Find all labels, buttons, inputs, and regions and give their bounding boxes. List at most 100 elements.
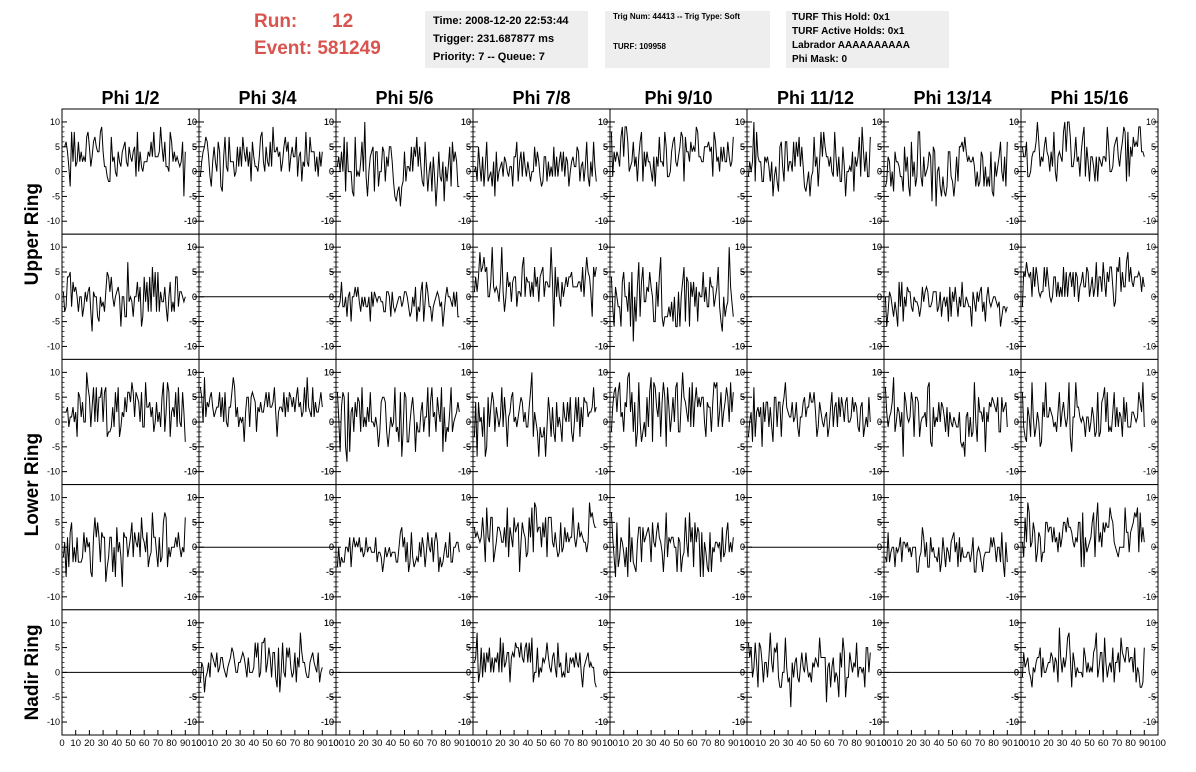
y-tick-label: -5 <box>463 191 471 201</box>
y-tick-label: -5 <box>737 567 745 577</box>
y-tick-label: 10 <box>735 493 745 503</box>
y-tick-label: -5 <box>189 317 197 327</box>
y-tick-label: 10 <box>598 493 608 503</box>
turf-info-pane: TURF This Hold: 0x1 TURF Active Holds: 0… <box>786 11 949 68</box>
y-tick-label: -10 <box>184 467 197 477</box>
y-tick-label: -10 <box>1006 717 1019 727</box>
x-tick-label: 60 <box>276 738 287 749</box>
y-tick-label: 5 <box>1151 643 1156 653</box>
waveform-trace <box>199 377 323 442</box>
y-tick-label: -5 <box>1148 317 1156 327</box>
y-tick-label: 10 <box>872 493 882 503</box>
y-tick-label: 5 <box>877 142 882 152</box>
y-tick-label: -5 <box>737 567 745 577</box>
y-tick-label: 5 <box>603 517 608 527</box>
y-tick-label: 5 <box>192 517 197 527</box>
y-tick-label: -5 <box>326 191 334 201</box>
y-tick-label: 5 <box>329 392 334 402</box>
y-tick-label: 5 <box>55 142 60 152</box>
x-tick-label: 0 <box>881 738 886 749</box>
y-tick-label: 0 <box>1151 417 1156 427</box>
x-tick-label: 40 <box>797 738 808 749</box>
y-tick-label: 10 <box>50 117 60 127</box>
y-tick-label: 0 <box>466 542 471 552</box>
y-tick-label: 0 <box>329 167 334 177</box>
y-tick-label: -10 <box>732 717 745 727</box>
y-tick-label: 5 <box>1014 643 1019 653</box>
y-tick-label: 0 <box>329 667 334 677</box>
y-tick-label: 0 <box>740 167 745 177</box>
y-tick-label: -5 <box>189 692 197 702</box>
column-header: Phi 1/2 <box>101 88 159 108</box>
waveform-panel: -10 -10 -5 -5 0 0 5 5 10 10 <box>1006 233 1159 360</box>
y-tick-label: 0 <box>1014 542 1019 552</box>
y-tick-label: -5 <box>874 317 882 327</box>
y-tick-label: 0 <box>329 667 334 677</box>
y-tick-label: 5 <box>740 517 745 527</box>
y-tick-label: 10 <box>872 117 882 127</box>
x-tick-label: 70 <box>290 738 301 749</box>
waveform-trace <box>473 502 597 573</box>
waveform-panel: -10 -10 -5 -5 0 0 5 5 10 10 <box>47 484 200 611</box>
y-tick-label: 10 <box>872 493 882 503</box>
waveform-panel: -10 -10 -5 -5 0 0 5 5 10 10 <box>595 358 748 486</box>
y-tick-label: 10 <box>1009 117 1019 127</box>
ring-label: Lower Ring <box>22 433 43 536</box>
x-tick-label: 40 <box>934 738 945 749</box>
y-tick-label: 10 <box>1009 618 1019 628</box>
waveform-panel: -10 -10 -5 -5 0 0 5 5 10 10 <box>869 358 1022 486</box>
y-tick-label: -10 <box>732 341 745 351</box>
y-tick-label: 5 <box>192 142 197 152</box>
y-tick-label: 5 <box>466 142 471 152</box>
y-tick-label: -10 <box>184 341 197 351</box>
y-tick-label: 0 <box>603 167 608 177</box>
y-tick-label: 10 <box>598 117 608 127</box>
x-tick-label: 40 <box>112 738 123 749</box>
x-tick-label: 40 <box>249 738 260 749</box>
x-tick-label: 50 <box>125 738 136 749</box>
y-tick-label: 0 <box>877 417 882 427</box>
x-tick-label: 80 <box>166 738 177 749</box>
waveform-panel: -10 -10 -5 -5 0 0 5 5 10 10 <box>458 484 611 611</box>
y-tick-label: 10 <box>1009 493 1019 503</box>
y-tick-label: 0 <box>329 417 334 427</box>
y-tick-label: -10 <box>869 341 882 351</box>
y-tick-label: -5 <box>737 692 745 702</box>
y-tick-label: 0 <box>55 542 60 552</box>
y-tick-label: 10 <box>872 367 882 377</box>
x-tick-label: 10 <box>344 738 355 749</box>
x-tick-label: 20 <box>769 738 780 749</box>
x-tick-label: 90 <box>454 738 465 749</box>
x-tick-label: 70 <box>975 738 986 749</box>
y-tick-label: 10 <box>735 117 745 127</box>
y-tick-label: 0 <box>466 167 471 177</box>
waveform-panel: -10 -10 -5 -5 0 0 5 5 10 10 <box>869 609 1022 736</box>
y-tick-label: -5 <box>326 317 334 327</box>
y-tick-label: -10 <box>458 717 471 727</box>
y-tick-label: 5 <box>603 517 608 527</box>
y-tick-label: 0 <box>740 542 745 552</box>
waveform-panel: -10 -10 -5 -5 0 0 5 5 10 10 <box>869 108 1022 235</box>
x-tick-label: 50 <box>810 738 821 749</box>
y-tick-label: 0 <box>740 417 745 427</box>
y-tick-label: -10 <box>595 592 608 602</box>
y-tick-label: -10 <box>321 717 334 727</box>
y-tick-label: -5 <box>874 442 882 452</box>
y-tick-label: 5 <box>877 392 882 402</box>
waveform-panel: -10 -10 -5 -5 0 0 5 5 10 10 <box>869 484 1022 611</box>
y-tick-label: -5 <box>52 191 60 201</box>
y-tick-label: -10 <box>595 216 608 226</box>
y-tick-label: 10 <box>50 242 60 252</box>
y-tick-label: 0 <box>603 542 608 552</box>
y-tick-label: -5 <box>874 692 882 702</box>
y-tick-label: 10 <box>50 493 60 503</box>
y-tick-label: -5 <box>189 191 197 201</box>
y-tick-label: -5 <box>1011 317 1019 327</box>
y-tick-label: 0 <box>877 667 882 677</box>
waveform-trace <box>884 131 1008 207</box>
y-tick-label: 10 <box>187 117 197 127</box>
event-value: 581249 <box>317 38 381 59</box>
x-tick-label: 30 <box>920 738 931 749</box>
y-tick-label: 10 <box>598 493 608 503</box>
y-tick-label: 0 <box>740 542 745 552</box>
